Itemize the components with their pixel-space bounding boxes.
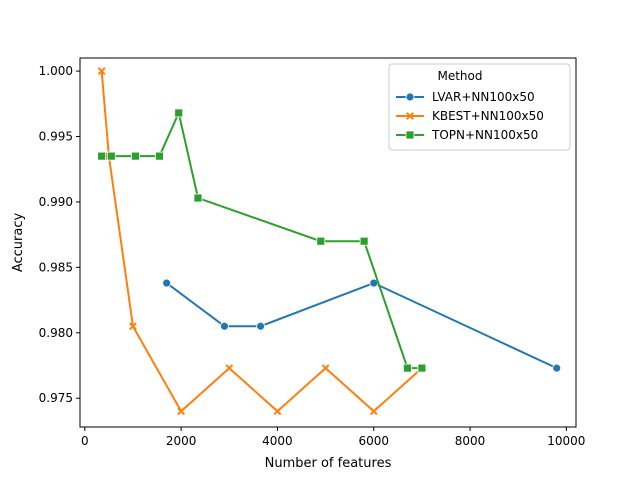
data-point xyxy=(552,363,562,373)
data-point xyxy=(162,278,172,288)
legend-label: LVAR+NN100x50 xyxy=(432,90,535,104)
x-tick-label: 0 xyxy=(81,434,89,448)
x-tick-label: 8000 xyxy=(455,434,486,448)
data-point xyxy=(403,363,412,373)
data-point xyxy=(177,407,186,416)
data-point xyxy=(174,108,184,118)
data-point xyxy=(417,363,427,373)
data-point xyxy=(97,67,106,75)
axes-frame xyxy=(79,57,577,428)
y-tick-label: 0.990 xyxy=(39,195,73,209)
y-tick-label: 0.975 xyxy=(39,391,73,405)
legend-label: KBEST+NN100x50 xyxy=(432,109,544,123)
x-axis-ticks: 0 2000 4000 6000 8000 10000 xyxy=(81,427,585,448)
data-point xyxy=(193,193,203,203)
data-point xyxy=(97,151,107,161)
legend-entry: TOPN+NN100x50 xyxy=(396,128,538,142)
legend-entries: LVAR+NN100x50 KBEST+NN100x50 TOPN+NN100x50 xyxy=(396,90,544,142)
legend-entry: KBEST+NN100x50 xyxy=(396,109,544,123)
y-tick-label: 0.980 xyxy=(39,326,73,340)
data-point xyxy=(129,322,137,331)
data-point xyxy=(359,236,369,246)
plot-area xyxy=(97,67,562,416)
series-line xyxy=(101,109,422,370)
legend-swatch-marker xyxy=(405,92,415,102)
legend-title: Method xyxy=(437,69,482,83)
data-point xyxy=(273,407,282,416)
series-1 xyxy=(162,278,562,373)
x-tick-label: 6000 xyxy=(358,434,389,448)
x-tick-label: 10000 xyxy=(547,434,585,448)
data-point xyxy=(106,151,116,161)
legend: Method LVAR+NN100x50 KBEST+NN100x50 TOPN+N… xyxy=(388,63,571,151)
legend-box xyxy=(388,63,571,151)
y-tick-label: 0.995 xyxy=(39,130,73,144)
data-point xyxy=(225,364,234,373)
legend-label: TOPN+NN100x50 xyxy=(431,128,538,142)
data-point xyxy=(256,321,265,331)
data-point xyxy=(316,236,326,246)
y-tick-label: 1.000 xyxy=(39,64,73,78)
x-tick-label: 2000 xyxy=(166,434,197,448)
legend-swatch-marker xyxy=(406,112,414,120)
x-axis-label: Number of features xyxy=(265,456,392,471)
legend-entry: LVAR+NN100x50 xyxy=(396,90,535,104)
data-point xyxy=(321,364,330,373)
series-3 xyxy=(97,108,427,373)
legend-swatch-marker xyxy=(405,130,415,140)
data-point xyxy=(155,151,164,161)
data-point xyxy=(130,151,140,161)
y-tick-label: 0.985 xyxy=(39,260,73,274)
data-point xyxy=(220,321,229,331)
x-tick-label: 4000 xyxy=(262,434,293,448)
y-axis-label: Accuracy xyxy=(11,213,26,273)
y-axis-ticks: 0.975 0.980 0.985 0.990 0.995 1.000 xyxy=(39,64,80,405)
data-point xyxy=(369,407,378,416)
